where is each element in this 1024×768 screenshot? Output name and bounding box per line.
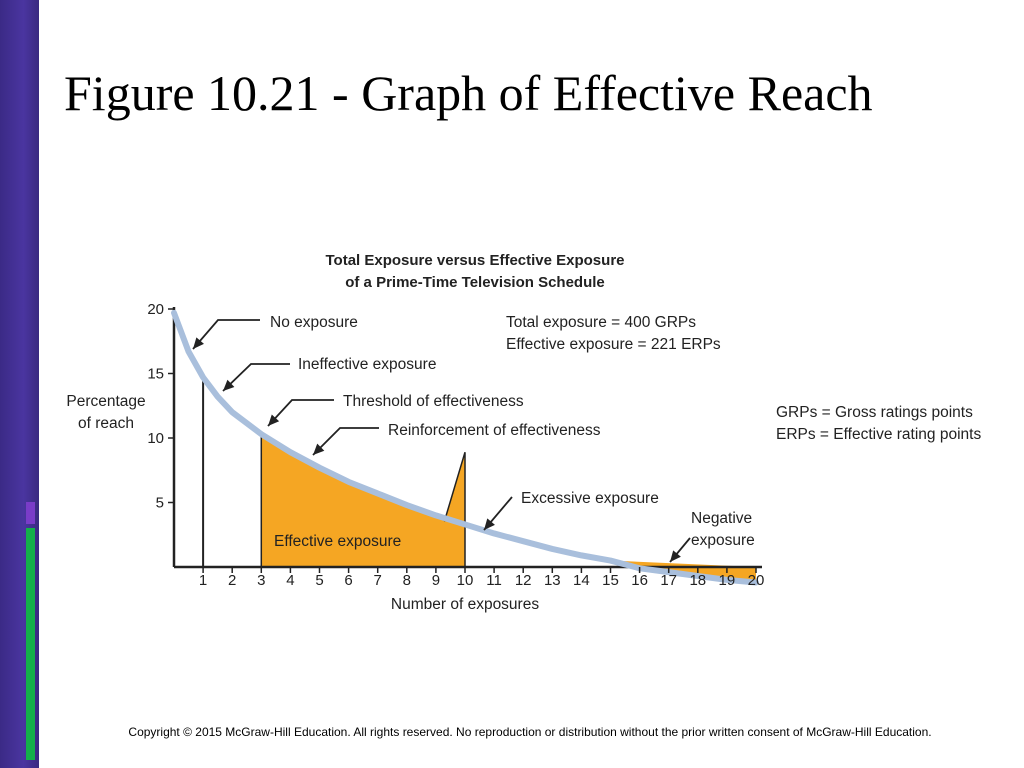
threshold-arrow-arrowhead (268, 414, 280, 426)
threshold-label: Threshold of effectiveness (343, 393, 524, 410)
chart-title: Total Exposure versus Effective Exposure (325, 252, 625, 269)
slide-title: Figure 10.21 - Graph of Effective Reach (64, 65, 873, 121)
ineffective-label: Ineffective exposure (298, 356, 436, 373)
chart-subtitle: of a Prime-Time Television Schedule (345, 274, 605, 291)
reinforcement-label: Reinforcement of effectiveness (388, 422, 601, 439)
x-tick-label: 6 (344, 572, 352, 589)
sidebar-accent-green (26, 528, 35, 760)
reach-curve (171, 309, 759, 586)
x-tick-label: 18 (689, 572, 706, 589)
x-tick-label: 8 (403, 572, 411, 589)
chart-title-block: Total Exposure versus Effective Exposure… (260, 250, 690, 294)
y-axis-label-line2: of reach (78, 415, 134, 432)
ineffective-arrow-leader (222, 363, 290, 392)
threshold-arrow-leader (267, 399, 334, 427)
y-tick-label: 10 (147, 430, 164, 447)
x-tick-label: 11 (486, 572, 502, 589)
excessive-arrow-arrowhead (484, 518, 495, 530)
reinforcement-arrow-leader (312, 427, 379, 456)
no-exposure-arrow-arrowhead (193, 337, 204, 349)
x-tick-label: 17 (660, 572, 677, 589)
y-axis-label-line1: Percentage (66, 393, 145, 410)
x-tick-label: 3 (257, 572, 265, 589)
y-tick-label: 20 (147, 301, 164, 318)
x-tick-label: 2 (228, 572, 236, 589)
y-tick-label: 15 (147, 366, 164, 383)
x-tick-label: 13 (544, 572, 561, 589)
y-tick-label: 5 (156, 495, 164, 512)
sidebar-accent-purple (26, 502, 35, 524)
erps-note: ERPs = Effective rating points (776, 426, 982, 443)
ineffective-arrow-arrowhead (223, 379, 235, 391)
x-tick-label: 1 (199, 572, 207, 589)
x-tick-label: 14 (573, 572, 590, 589)
x-tick-label: 15 (602, 572, 619, 589)
x-tick-label: 4 (286, 572, 294, 589)
negative-arrow-arrowhead (670, 550, 681, 562)
total-exposure-label: Total exposure = 400 GRPs (506, 314, 696, 331)
x-tick-label: 12 (515, 572, 532, 589)
x-tick-label: 7 (374, 572, 382, 589)
effective-exposure-label: Effective exposure (274, 533, 401, 550)
copyright-notice: Copyright © 2015 McGraw-Hill Education. … (128, 725, 932, 739)
no-exposure-label: No exposure (270, 314, 358, 331)
negative-label-line2: exposure (691, 532, 755, 549)
x-axis-label: Number of exposures (391, 596, 539, 613)
x-tick-label: 5 (315, 572, 323, 589)
x-tick-label: 9 (432, 572, 440, 589)
x-tick-label: 19 (719, 572, 736, 589)
x-tick-label: 16 (631, 572, 648, 589)
effective-exposure-total-label: Effective exposure = 221 ERPs (506, 336, 721, 353)
grps-note: GRPs = Gross ratings points (776, 404, 973, 421)
negative-label-line1: Negative (691, 510, 752, 527)
x-tick-label: 10 (457, 572, 474, 589)
slide-sidebar (0, 0, 39, 768)
reinforcement-arrow-arrowhead (313, 443, 325, 455)
x-tick-label: 20 (748, 572, 765, 589)
no-exposure-arrow-leader (192, 319, 260, 350)
excessive-label: Excessive exposure (521, 490, 659, 507)
